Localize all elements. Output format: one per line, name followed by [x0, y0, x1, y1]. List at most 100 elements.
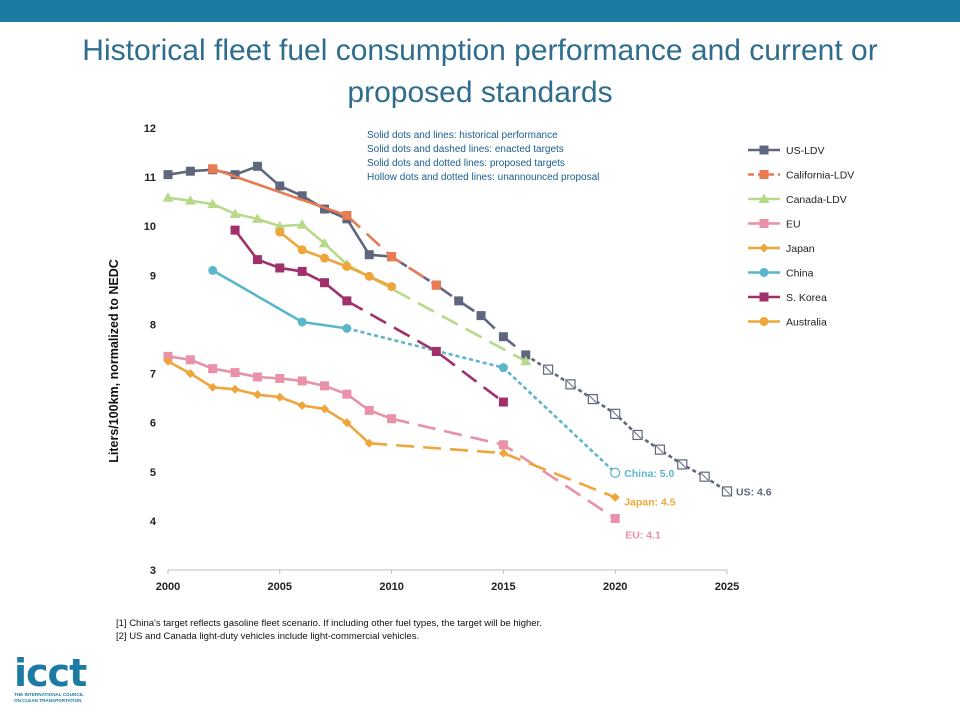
x-tick-label: 2000 — [156, 581, 180, 593]
series-us-ldv-unannounced-line — [525, 353, 728, 493]
series-us-ldv-point-shape — [275, 181, 285, 191]
legend-marker — [759, 243, 769, 253]
chart-note: Solid dots and lines: historical perform… — [367, 130, 558, 141]
series-us-ldv-point-shape — [364, 250, 374, 260]
series-china-point — [342, 323, 352, 333]
series-japan-point-shape — [275, 392, 285, 402]
series-canada-ldv-point-shape — [162, 192, 174, 202]
series-japan-point-shape — [364, 438, 374, 448]
y-tick-label: 9 — [150, 270, 156, 282]
series-us-ldv-point-unannounced — [699, 471, 710, 482]
series-us-ldv-point — [230, 170, 240, 180]
series-s-korea-point-shape — [252, 255, 262, 265]
series-s-korea-point — [230, 225, 240, 235]
series-eu-end-label: EU: 4.1 — [625, 529, 661, 541]
series-us-ldv-point — [320, 204, 330, 214]
series-s-korea-point-shape — [498, 397, 508, 407]
series-japan-historical-line — [167, 360, 371, 445]
series-eu-point — [387, 414, 397, 424]
logo-subtitle-2: ON CLEAN TRANSPORTATION — [14, 698, 82, 703]
series-eu-point — [185, 355, 195, 365]
series-eu-point-shape — [252, 372, 262, 382]
legend-label: Canada-LDV — [786, 194, 847, 206]
series-china-point — [208, 265, 218, 275]
series-eu-point — [342, 389, 352, 399]
series-canada-ldv-point-shape — [296, 219, 308, 229]
legend-marker-shape — [759, 317, 769, 326]
series-us-ldv-point-shape — [230, 170, 240, 180]
legend-marker-shape — [759, 243, 769, 253]
series-australia-point-shape — [297, 245, 307, 255]
series-us-ldv-point-unannounced-slash — [633, 431, 642, 439]
series-china — [212, 269, 617, 474]
series-us-ldv-point-shape — [498, 332, 508, 342]
legend-item-us-ldv: US-LDV — [748, 145, 825, 157]
series-china-point-shape — [208, 265, 218, 275]
series-us-ldv-point-shape — [185, 166, 195, 176]
series-canada-ldv-point — [296, 219, 308, 229]
legend-label: US-LDV — [786, 145, 825, 157]
series-us-ldv-point-unannounced — [587, 393, 598, 405]
series-eu-point-shape — [387, 414, 397, 424]
series-california-ldv-point-shape — [387, 252, 397, 262]
series-us-ldv-point — [498, 332, 508, 342]
series-eu-point — [208, 364, 218, 374]
series-us-ldv-point-shape — [297, 191, 307, 201]
series-australia-point-shape — [342, 261, 352, 271]
legend-marker-shape — [759, 292, 769, 302]
series-japan-point — [342, 418, 352, 428]
series-china-point-shape — [342, 323, 352, 333]
series-us-ldv-point — [163, 170, 173, 180]
series-eu-point-shape — [342, 389, 352, 399]
series-japan-point — [275, 392, 285, 402]
series-eu-point — [320, 381, 330, 391]
series-china-point-shape — [297, 317, 307, 327]
series-eu-point — [275, 373, 285, 383]
series-us-ldv-historical-line — [167, 164, 392, 258]
series-japan-point — [208, 382, 218, 392]
legend-label: Japan — [786, 243, 815, 255]
slide-title: Historical fleet fuel consumption perfor… — [20, 30, 940, 114]
chart-note: Solid dots and dashed lines: enacted tar… — [367, 144, 564, 155]
series-eu-point-shape — [230, 368, 240, 378]
series-us-ldv-point — [297, 191, 307, 201]
chart-note: Hollow dots and dotted lines: unannounce… — [367, 172, 599, 183]
y-tick-label: 7 — [150, 369, 156, 381]
series-canada-ldv-point-shape — [319, 237, 331, 248]
series-canada-ldv-point-shape — [229, 208, 241, 218]
series-us-ldv-point-unannounced — [677, 459, 688, 470]
series-s-korea-enacted-line — [346, 299, 505, 404]
x-tick-label: 2025 — [715, 581, 739, 593]
series-us-ldv-point — [521, 350, 531, 360]
series-canada-ldv-point-shape — [251, 213, 263, 223]
slide-title-line1: Historical fleet fuel consumption perfor… — [82, 34, 878, 67]
legend-marker — [759, 170, 769, 179]
series-s-korea-point — [498, 397, 508, 407]
series-us-ldv-point — [454, 296, 464, 306]
series-australia-point — [387, 282, 397, 292]
series-california-ldv-point — [208, 164, 218, 174]
series-japan-point — [230, 384, 240, 394]
y-tick-label: 3 — [150, 565, 156, 577]
series-eu-enacted-line — [391, 417, 616, 520]
logo-subtitle-1: THE INTERNATIONAL COUNCIL — [14, 692, 84, 697]
series-japan-point — [610, 492, 620, 502]
series-us-ldv-point — [364, 250, 374, 260]
series-eu-point-shape — [275, 373, 285, 383]
series-canada-ldv-point — [274, 220, 286, 231]
series-japan-point — [252, 390, 262, 400]
series-us-ldv-point-unannounced-slash — [700, 472, 709, 481]
series-china-point-open-shape — [610, 467, 621, 478]
legend-item-japan: Japan — [748, 243, 815, 255]
legend-marker-shape — [759, 268, 769, 277]
series-us-ldv-point — [275, 181, 285, 191]
series-us-ldv-point-unannounced-slash — [656, 445, 664, 454]
series-china-point-open — [610, 467, 621, 478]
series-eu-historical-line — [167, 355, 393, 420]
y-tick-label: 11 — [144, 172, 156, 184]
y-tick-label: 8 — [150, 319, 156, 331]
series-eu-point-shape — [610, 513, 620, 523]
series-australia-point — [342, 261, 352, 271]
series-eu-point — [610, 513, 620, 523]
